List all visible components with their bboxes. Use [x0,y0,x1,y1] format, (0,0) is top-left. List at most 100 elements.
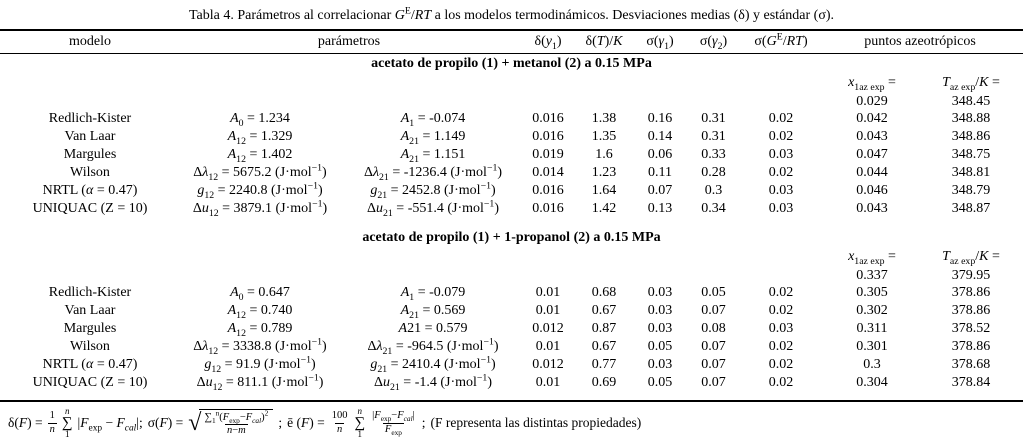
col-header-azeotropic-points: puntos azeotrópicos [864,34,976,49]
cell-sigma-ge: 0.02 [768,165,794,180]
cell-sigma-g1: 0.07 [647,183,673,198]
cell-param-1: A12 = 1.329 [227,129,293,147]
cell-sigma-g2: 0.07 [701,339,726,354]
cell-delta-y1: 0.01 [535,375,561,390]
table-row: Margules A12 = 0.789 A21 = 0.579 0.012 0.87 0… [0,320,1023,338]
cell-sigma-g1: 0.05 [647,339,673,354]
cell-sigma-g1: 0.03 [647,321,673,336]
cell-model: Van Laar [64,129,116,144]
cell-delta-T: 1.64 [591,183,617,198]
cell-T-azeotropic: 348.87 [951,201,991,216]
cell-param-2: Δu21 = -1.4 (J·mol−1) [373,372,493,393]
table-row: NRTL (α = 0.47) g12 = 91.9 (J·mol−1) g21 =… [0,355,1023,374]
cell-param-2: A21 = 1.149 [400,129,466,147]
cell-T-azeotropic: 378.86 [951,303,991,318]
cell-sigma-ge: 0.02 [768,357,794,372]
cell-delta-T: 1.6 [595,147,613,162]
cell-x-azeotropic: 0.311 [856,321,888,336]
table-row: NRTL (α = 0.47) g12 = 2240.8 (J·mol−1) g21… [0,180,1023,201]
cell-sigma-ge: 0.02 [768,285,794,300]
cell-x-azeotropic: 0.304 [856,375,888,390]
rule-bottom [0,400,1023,402]
cell-model: NRTL (α = 0.47) [42,183,138,198]
cell-sigma-ge: 0.02 [768,129,794,144]
azeo-T-label: Taz exp/K = [942,249,1000,267]
cell-sigma-g2: 0.05 [701,285,726,300]
cell-param-2: Δu21 = -551.4 (J·mol−1) [366,198,500,219]
footnote-formulas: δ(F) = 1 n n ∑ 1 |Fexp − Fcal|; σ(F) = √… [0,402,1023,443]
cell-sigma-ge: 0.02 [768,303,794,318]
cell-delta-y1: 0.016 [532,111,564,126]
cell-sigma-g1: 0.05 [647,375,673,390]
cell-T-azeotropic: 348.86 [951,129,991,144]
cell-param-2: A1 = -0.074 [400,111,466,129]
cell-model: Margules [63,147,117,162]
cell-sigma-g2: 0.07 [701,357,726,372]
cell-sigma-g2: 0.33 [701,147,726,162]
table-row: Van Laar A12 = 0.740 A21 = 0.569 0.01 0.67 0.… [0,302,1023,320]
cell-sigma-ge: 0.03 [768,201,794,216]
azeo-value-row: 0.029 348.45 [0,93,1023,110]
cell-T-azeotropic: 348.75 [951,147,991,162]
col-header-delta-y1: δ(y1) [534,34,562,52]
cell-param-2: A21 = 0.579 [398,321,468,336]
footnote-note: (F representa las distintas propiedades) [430,415,642,430]
cell-T-azeotropic: 348.81 [951,165,991,180]
col-header-sigma-g1: σ(γ1) [646,34,674,52]
table-row: UNIQUAC (Z = 10) Δu12 = 811.1 (J·mol−1) Δu… [0,372,1023,393]
cell-delta-y1: 0.016 [532,129,564,144]
azeo-T-value: 348.45 [951,94,991,109]
cell-delta-y1: 0.019 [532,147,564,162]
cell-sigma-g1: 0.03 [647,285,673,300]
summation-symbol: n ∑ 1 [354,405,366,440]
col-header-params: parámetros [317,34,381,49]
table-row: Wilson Δλ12 = 5675.2 (J·mol−1) Δλ21 = -123… [0,162,1023,183]
cell-sigma-g1: 0.06 [647,147,673,162]
fraction-1-over-n: 1 n [47,410,57,435]
cell-model: Margules [63,321,117,336]
cell-param-1: A0 = 1.234 [230,111,290,129]
cell-model: NRTL (α = 0.47) [42,357,138,372]
azeo-value-row: 0.337 379.95 [0,267,1023,284]
cell-sigma-ge: 0.03 [768,147,794,162]
cell-x-azeotropic: 0.043 [856,201,888,216]
cell-sigma-g2: 0.31 [701,129,726,144]
cell-delta-T: 1.23 [591,165,617,180]
cell-delta-y1: 0.012 [532,357,564,372]
cell-x-azeotropic: 0.047 [856,147,888,162]
rule-header-bottom [0,53,1023,54]
cell-delta-T: 1.35 [591,129,617,144]
cell-sigma-ge: 0.03 [768,321,794,336]
cell-delta-y1: 0.014 [532,165,564,180]
cell-T-azeotropic: 378.84 [951,375,991,390]
azeo-T-label: Taz exp/K = [942,75,1000,93]
formula-delta-body: |Fexp − Fcal|; [77,415,143,434]
table-row: Redlich-Kister A0 = 1.234 A1 = -0.074 0.016… [0,110,1023,128]
table-header-row: modelo parámetros δ(y1) δ(T)/K σ(γ1) σ(γ… [0,31,1023,53]
table-row: UNIQUAC (Z = 10) Δu12 = 3879.1 (J·mol−1) Δ… [0,198,1023,219]
formula-ebar-lhs: ē (F) = [287,415,325,430]
cell-param-1: Δλ12 = 5675.2 (J·mol−1) [193,162,327,183]
cell-param-1: A12 = 0.789 [227,321,293,339]
formula-sigma-lhs: σ(F) = [147,415,184,430]
cell-delta-T: 1.38 [591,111,617,126]
radical-icon: √ [188,410,202,436]
cell-delta-y1: 0.01 [535,303,561,318]
cell-sigma-g2: 0.3 [704,183,723,198]
cell-param-2: Δλ21 = -1236.4 (J·mol−1) [363,162,503,183]
cell-param-2: g21 = 2452.8 (J·mol−1) [370,180,496,201]
cell-sigma-g2: 0.07 [701,375,726,390]
cell-delta-y1: 0.01 [535,285,561,300]
cell-sigma-g1: 0.11 [648,165,672,180]
cell-sigma-g2: 0.31 [701,111,726,126]
cell-x-azeotropic: 0.301 [856,339,888,354]
col-header-delta-T: δ(T)/K [585,34,623,49]
cell-delta-y1: 0.012 [532,321,564,336]
cell-model: Wilson [70,339,110,354]
cell-delta-y1: 0.016 [532,183,564,198]
cell-x-azeotropic: 0.046 [856,183,888,198]
formula-sigma-end: ; [278,415,283,430]
cell-sigma-ge: 0.02 [768,339,794,354]
section-header-row: acetato de propilo (1) + 1-propanol (2) … [0,228,1023,247]
